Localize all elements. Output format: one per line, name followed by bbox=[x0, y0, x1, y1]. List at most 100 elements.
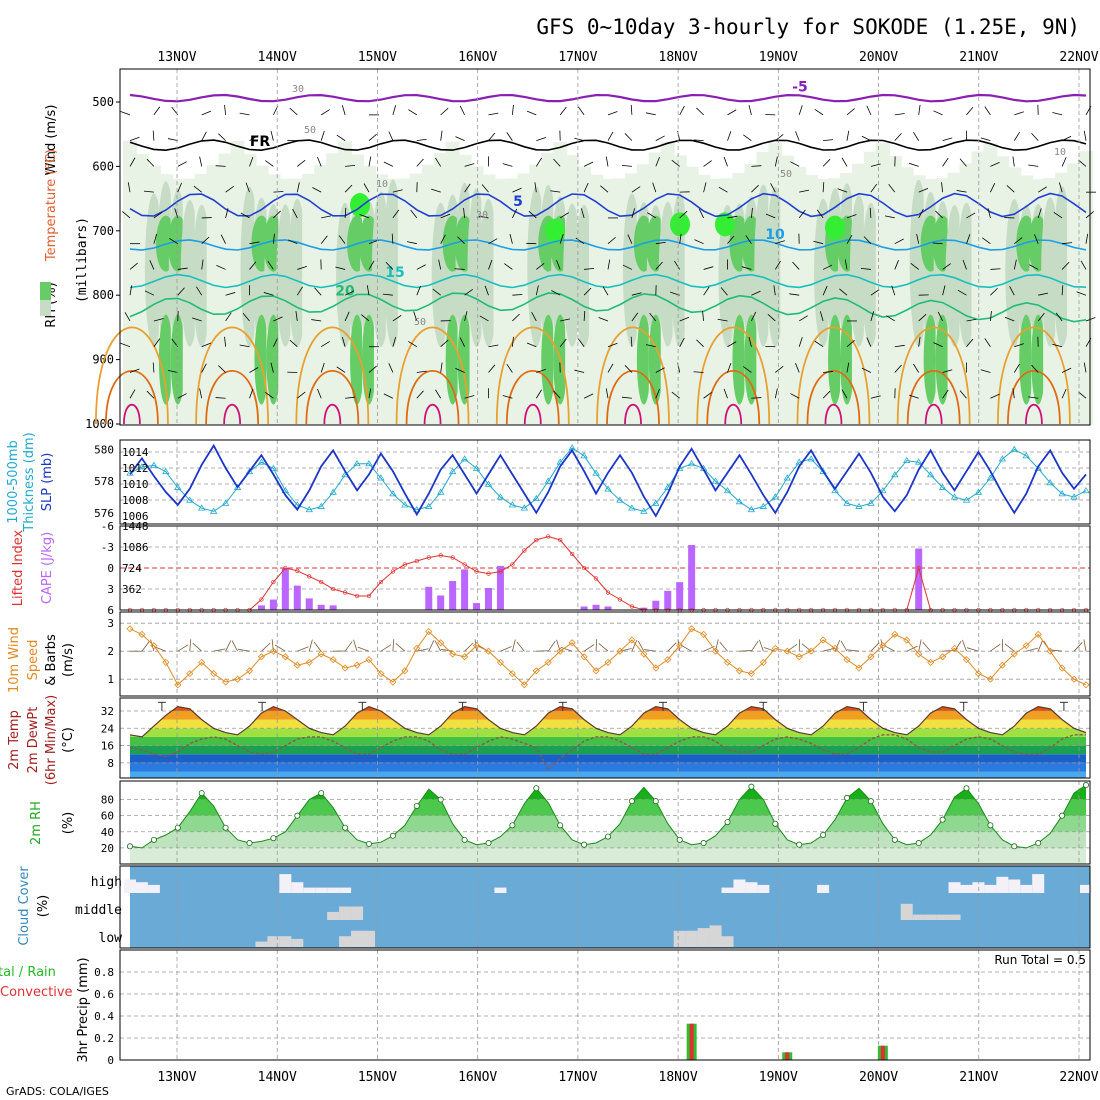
wind-barb bbox=[368, 239, 379, 245]
wind-barb bbox=[249, 241, 260, 245]
wind-barb bbox=[990, 161, 1000, 167]
cloud-bar-low bbox=[363, 930, 375, 947]
temperature-label: Temperature (°C) bbox=[44, 149, 59, 262]
wind-barb bbox=[341, 105, 346, 115]
rh-tick-label: 40 bbox=[101, 826, 114, 839]
wind-barb bbox=[727, 341, 737, 348]
thickness-marker bbox=[197, 504, 206, 511]
wind-barb bbox=[607, 236, 616, 244]
wind-barb bbox=[416, 390, 424, 399]
wind-speed-marker bbox=[711, 647, 720, 655]
wind-speed-marker bbox=[281, 653, 289, 661]
wind-barb bbox=[720, 287, 728, 296]
wind-barb bbox=[127, 182, 131, 193]
wind-barb bbox=[536, 137, 546, 142]
bottom-date-label: 17NOV bbox=[558, 1070, 597, 1085]
wind-barb bbox=[225, 185, 234, 193]
wind-barb bbox=[790, 161, 800, 167]
wind-barb bbox=[295, 311, 298, 322]
li-marker bbox=[390, 569, 396, 574]
wind-barb bbox=[146, 390, 155, 399]
wind-barb bbox=[416, 370, 427, 373]
wind-barb bbox=[600, 185, 609, 193]
precip-label-3: 3hr Precip (mm) bbox=[76, 957, 91, 1062]
wind-barb bbox=[531, 311, 537, 322]
wind-barb bbox=[574, 369, 585, 373]
cape-bar bbox=[664, 590, 672, 610]
rh-shade-light bbox=[302, 173, 317, 425]
wind-barb bbox=[870, 311, 875, 322]
wind-barb bbox=[296, 286, 303, 296]
wind-barb bbox=[913, 363, 920, 373]
wind-barb-10m bbox=[884, 645, 895, 652]
thickness-tick-label: 578 bbox=[94, 475, 114, 488]
wind-barb bbox=[621, 164, 632, 167]
wind-barb bbox=[799, 189, 810, 193]
rh2m-panel: 20 40 60 80 bbox=[101, 780, 1091, 865]
wind-barb bbox=[679, 337, 685, 347]
wind-barb bbox=[1061, 285, 1064, 296]
top-date-label: 18NOV bbox=[659, 50, 698, 65]
wind-barb bbox=[884, 215, 895, 219]
bottom-date-label: 21NOV bbox=[959, 1070, 998, 1085]
wind-barb bbox=[289, 339, 298, 348]
wind-barb bbox=[201, 110, 212, 116]
li-marker bbox=[295, 568, 300, 573]
wind-barb bbox=[297, 391, 306, 399]
rh-shade-green bbox=[935, 314, 950, 405]
wind-barb bbox=[1014, 237, 1023, 244]
cape-tick-label: 724 bbox=[122, 562, 142, 575]
wind-barb bbox=[536, 369, 546, 373]
wind-barb bbox=[984, 338, 991, 347]
wind-barb bbox=[679, 210, 688, 219]
wind-barb bbox=[535, 389, 542, 399]
wind-barb bbox=[431, 188, 441, 193]
rh-marker bbox=[485, 840, 492, 847]
thickness-marker bbox=[365, 459, 373, 467]
wind-barb bbox=[479, 315, 489, 322]
wind-barb-10m bbox=[870, 642, 880, 652]
wind-speed-marker bbox=[245, 667, 254, 675]
rh-marker bbox=[127, 843, 134, 850]
wind-barb bbox=[957, 289, 967, 296]
wind-barb bbox=[846, 108, 855, 116]
wind-barb bbox=[1085, 233, 1089, 244]
wind-barb bbox=[918, 208, 924, 219]
surface-arch bbox=[724, 404, 743, 425]
wind-barb bbox=[1028, 396, 1039, 399]
cloud-bar-low bbox=[267, 936, 280, 947]
wind-barb bbox=[765, 213, 776, 219]
wind-barb-10m bbox=[619, 648, 632, 652]
wind-barb bbox=[242, 313, 250, 322]
wind-barb bbox=[602, 286, 609, 296]
rh-shade-bright bbox=[670, 212, 690, 237]
wind-speed-marker bbox=[915, 650, 923, 658]
wind-barb bbox=[913, 131, 920, 141]
wind-barb-10m bbox=[918, 639, 922, 652]
wind-barb bbox=[727, 131, 732, 141]
wind-barb bbox=[679, 105, 685, 116]
cape-bar bbox=[317, 604, 325, 610]
li-tick-label: 0 bbox=[107, 562, 114, 575]
wind-barb bbox=[655, 156, 660, 167]
contour-5-label: 5 bbox=[513, 194, 523, 210]
wind-barb bbox=[870, 183, 878, 193]
rh-shade-green bbox=[636, 314, 651, 405]
cloud-unit: (%) bbox=[36, 895, 51, 918]
wind-barb bbox=[932, 242, 943, 245]
wind-barb bbox=[169, 238, 179, 245]
cloud-bar-high bbox=[745, 882, 758, 893]
wind-barb bbox=[438, 259, 442, 270]
rh-marker bbox=[820, 831, 827, 838]
wind-speed-marker bbox=[795, 653, 803, 661]
slp-tick-label: 1010 bbox=[122, 478, 149, 491]
wind-barb bbox=[311, 319, 322, 322]
wind-barb bbox=[344, 207, 347, 218]
rh-shade-green bbox=[266, 314, 281, 405]
wind-barb bbox=[860, 267, 871, 270]
wind-barb bbox=[751, 184, 759, 193]
cape-bar bbox=[640, 607, 648, 610]
wind-barb bbox=[225, 312, 232, 322]
wind-speed-marker bbox=[341, 664, 349, 672]
thickness-label-1: 1000-500mb bbox=[6, 440, 21, 524]
